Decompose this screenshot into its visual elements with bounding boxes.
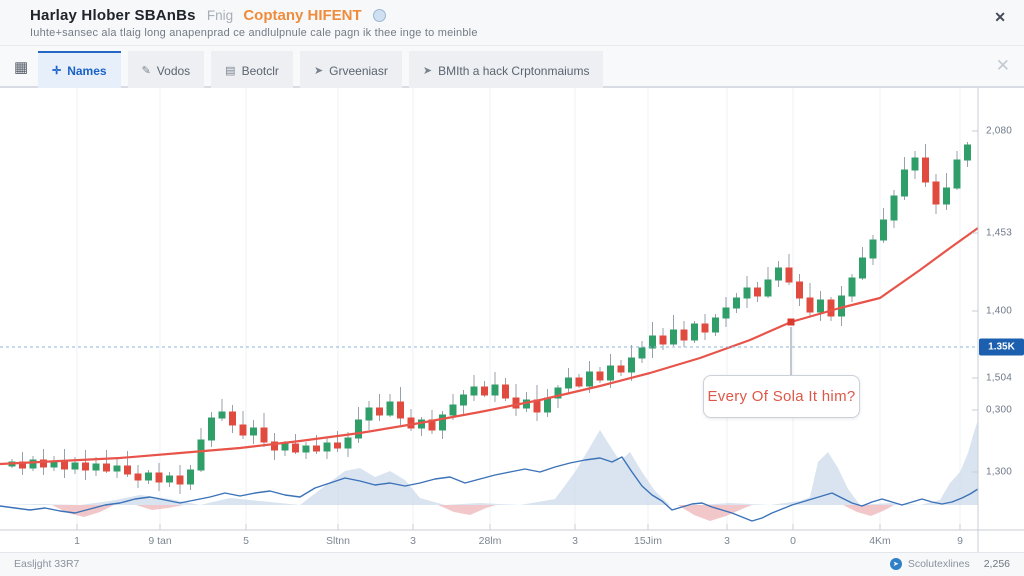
tabs-container: ✛ Names ✎ Vodos ▤ Beotclr ➤ Grveeniasr ➤ BMIth a … — [38, 51, 604, 88]
tab-label: BMIth a hack Crptonmaiums — [438, 63, 590, 78]
x-axis-label: Sltnn — [326, 535, 350, 547]
footer-right-value: 2,256 — [983, 558, 1010, 570]
y-axis-label: 1,300 — [986, 466, 1013, 478]
banner-subtitle: Iuhte+sansec ala tlaig long anapenprad c… — [30, 27, 478, 39]
y-axis-label: 1,504 — [986, 372, 1013, 384]
tab-icon: ✛ — [52, 65, 62, 77]
tab-3[interactable]: ➤ Grveeniasr — [299, 51, 402, 88]
y-axis-label: 1,400 — [986, 305, 1013, 317]
tab-icon: ➤ — [422, 65, 433, 77]
x-axis-label: 3 — [572, 535, 578, 547]
price-badge: 1.35K — [979, 338, 1024, 356]
annotation-tooltip: Every Of Sola It him? — [703, 375, 860, 418]
banner-title: Harlay Hlober SBAnBs — [30, 7, 196, 24]
attribution-icon: ➤ — [889, 558, 902, 570]
tabbar-close-icon[interactable]: ✕ — [995, 56, 1010, 75]
y-axis-label: 1,453 — [986, 227, 1013, 239]
tab-icon: ▤ — [225, 65, 236, 77]
grid-menu-icon[interactable]: ▦ — [14, 59, 29, 76]
chart-area[interactable]: 2,080 1,453 1,400 1,504 0,300 1,300 1 9 tan 5 Sl… — [0, 88, 1024, 552]
globe-icon — [372, 9, 386, 22]
banner-close-icon[interactable]: ✕ — [994, 9, 1006, 25]
tab-label: Grveeniasr — [329, 63, 388, 78]
annotation-line — [787, 318, 795, 375]
x-axis-label: 1 — [74, 535, 80, 547]
candles-layer — [8, 142, 971, 494]
tab-0[interactable]: ✛ Names — [38, 51, 121, 88]
indicator-layer — [0, 420, 979, 522]
chart-canvas[interactable] — [0, 88, 1024, 552]
x-axis-label: 15Jim — [633, 535, 663, 547]
status-footer: Easljght 33R7 ➤ Scolutexlines 2,256 — [0, 552, 1024, 576]
x-axis-label: 0 — [790, 535, 796, 547]
footer-right-label: Scolutexlines — [907, 558, 970, 570]
x-axis-label: 4Km — [869, 535, 891, 547]
tab-4[interactable]: ➤ BMIth a hack Crptonmaiums — [408, 51, 604, 88]
ma-line — [0, 227, 979, 466]
footer-attribution-link[interactable]: ➤ Scolutexlines 2,256 — [889, 558, 1010, 570]
banner-title-row: Harlay Hlober SBAnBs Fnig Coptany HIFENT — [30, 7, 386, 24]
y-axis-label: 2,080 — [986, 125, 1013, 137]
tab-2[interactable]: ▤ Beotclr — [211, 51, 293, 88]
tab-1[interactable]: ✎ Vodos — [127, 51, 205, 88]
x-axis-label: 9 — [957, 535, 963, 547]
tab-label: Names — [67, 63, 107, 78]
x-axis-label: 9 tan — [148, 535, 172, 547]
info-banner: Harlay Hlober SBAnBs Fnig Coptany HIFENT… — [0, 0, 1024, 46]
x-axis-label: 3 — [724, 535, 730, 547]
tab-label: Vodos — [156, 63, 191, 78]
x-axis-label: 5 — [243, 535, 249, 547]
axis-lines — [0, 88, 1024, 552]
banner-title-mid: Fnig — [206, 8, 234, 23]
tab-bar: ▦ ✛ Names ✎ Vodos ▤ Beotclr ➤ Grveeniasr ➤ BMIth … — [0, 46, 1024, 88]
footer-status-text: Easljght 33R7 — [14, 558, 80, 570]
x-axis-label: 28lm — [478, 535, 502, 547]
tab-label: Beotclr — [241, 63, 279, 78]
banner-title-accent: Coptany HIFENT — [243, 7, 362, 24]
y-axis-label: 0,300 — [986, 404, 1013, 416]
x-axis-label: 3 — [410, 535, 416, 547]
tab-icon: ✎ — [141, 65, 151, 77]
tab-icon: ➤ — [313, 65, 324, 77]
